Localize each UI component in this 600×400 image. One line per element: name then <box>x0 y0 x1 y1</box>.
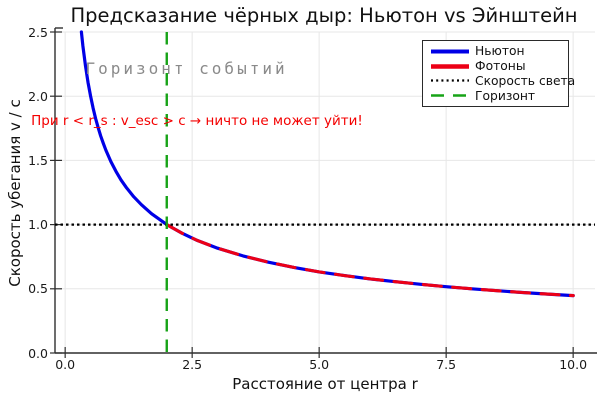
legend-entry-label: Скорость света <box>475 73 576 88</box>
legend-entry-label: Ньютон <box>475 44 525 59</box>
legend-sample-line <box>431 79 469 83</box>
event-horizon-annotation: Горизонт событий <box>85 58 288 78</box>
y-tick-label: 2.0 <box>28 88 48 104</box>
x-tick-label: 0.0 <box>55 357 76 372</box>
y-tick-label: 1.5 <box>28 152 48 168</box>
y-tick-label: 0.0 <box>28 345 48 361</box>
x-tick-label: 2.5 <box>182 357 203 372</box>
legend-sample-line <box>431 49 469 54</box>
legend-entry: Ньютон <box>423 44 568 59</box>
no-escape-annotation: При r < r_s : v_esc > c → ничто не может… <box>31 112 363 129</box>
x-tick-label: 5.0 <box>309 357 330 372</box>
x-tick-label: 7.5 <box>436 357 457 372</box>
photons-curve <box>165 223 575 298</box>
legend-entry-label: Фотоны <box>475 59 526 74</box>
x-axis-label: Расстояние от центра r <box>232 375 418 393</box>
legend-entry: Горизонт <box>423 88 568 103</box>
y-axis-label: Скорость убегания v / c <box>6 99 24 287</box>
x-tick-label: 10.0 <box>559 357 588 372</box>
legend-entry: Скорость света <box>423 74 575 89</box>
legend-sample-line <box>431 94 469 98</box>
legend: Ньютон Фотоны Скорость света Горизонт <box>422 40 575 108</box>
legend-entry: Фотоны <box>423 59 568 74</box>
legend-sample-line <box>431 63 469 69</box>
chart-title: Предсказание чёрных дыр: Ньютон vs Эйншт… <box>70 4 578 27</box>
legend-entry-label: Горизонт <box>475 88 536 103</box>
y-tick-label: 1.0 <box>28 217 48 233</box>
y-tick-label: 0.5 <box>28 281 48 297</box>
y-tick-label: 2.5 <box>28 24 48 40</box>
